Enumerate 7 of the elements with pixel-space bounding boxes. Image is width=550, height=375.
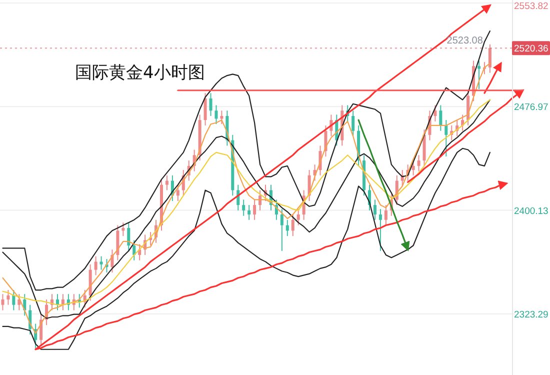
annotation: 2523.08 — [446, 35, 484, 46]
y-tick-label: 2400.13 — [514, 206, 548, 217]
y-tick-label: 2323.29 — [514, 309, 548, 320]
ref-line-label: 2520.36 — [514, 44, 548, 55]
y-tick-label: 2553.82 — [514, 1, 548, 12]
y-tick-label: 2476.97 — [514, 102, 548, 114]
text: 国际黄金4小时图 — [75, 63, 205, 83]
